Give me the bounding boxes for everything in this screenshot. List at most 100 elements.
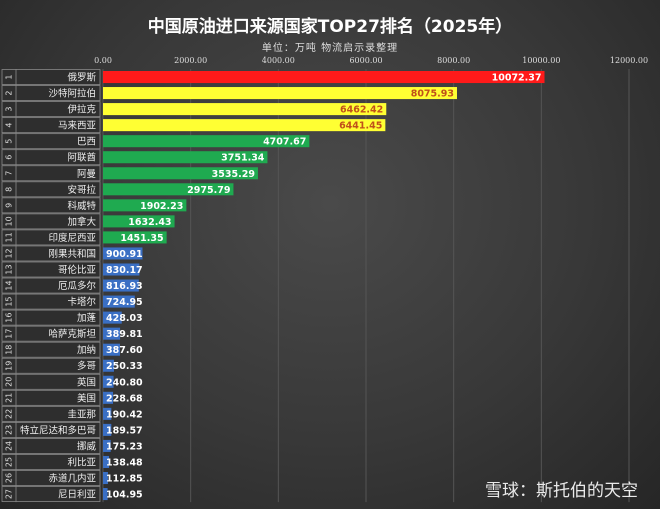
category-cell [1, 101, 101, 118]
rank-label: 23 [5, 425, 14, 435]
value-label: 6462.42 [340, 105, 383, 116]
rank-label: 19 [5, 361, 14, 371]
bar [103, 455, 110, 468]
value-label: 1451.35 [120, 233, 163, 244]
category-label: 俄罗斯 [67, 72, 96, 84]
category-cell [1, 213, 101, 230]
category-cell [1, 85, 101, 101]
category-label: 圭亚那 [67, 408, 96, 420]
category-label: 多哥 [77, 360, 96, 372]
value-label: 138.48 [106, 457, 143, 468]
category-cell [1, 341, 101, 358]
category-label: 挪威 [77, 440, 97, 452]
rank-label: 10 [5, 216, 14, 226]
bar [103, 295, 135, 308]
category-label: 阿曼 [77, 169, 97, 180]
value-label: 387.60 [106, 345, 143, 356]
category-cell [1, 357, 101, 374]
value-label: 389.81 [106, 329, 143, 340]
rank-label: 27 [5, 489, 14, 499]
value-label: 830.17 [106, 265, 143, 276]
category-label: 安哥拉 [67, 184, 96, 196]
value-label: 175.23 [106, 441, 143, 452]
value-label: 112.85 [106, 474, 143, 485]
value-label: 900.91 [106, 249, 143, 260]
bar [103, 167, 258, 180]
value-label: 724.95 [106, 297, 143, 308]
value-label: 190.42 [106, 409, 143, 420]
category-cell [1, 454, 101, 470]
category-cell [1, 181, 101, 198]
bar [103, 343, 120, 356]
category-cell [1, 421, 101, 438]
bar [103, 375, 114, 388]
value-label: 816.93 [106, 281, 143, 292]
category-label: 巴西 [77, 137, 96, 148]
x-tick-label: 10000.00 [522, 56, 560, 65]
bar [103, 391, 114, 404]
rank-label: 1 [5, 74, 14, 79]
value-label: 228.68 [106, 393, 143, 404]
value-label: 2975.79 [187, 185, 230, 196]
rank-label: 14 [5, 280, 14, 290]
bar [103, 231, 167, 244]
category-label: 厄瓜多尔 [58, 280, 97, 292]
rank-label: 13 [5, 264, 14, 274]
category-label: 加蓬 [77, 312, 97, 324]
bar [103, 472, 108, 485]
x-tick-label: 4000.00 [262, 56, 295, 65]
category-label: 加纳 [77, 344, 96, 356]
x-tick-label: 6000.00 [349, 56, 382, 65]
category-cell [1, 405, 101, 422]
bar [103, 263, 140, 276]
bar [103, 488, 108, 501]
value-label: 1902.23 [140, 201, 183, 212]
category-cell [1, 149, 101, 166]
category-label: 尼日利亚 [58, 489, 97, 501]
category-label: 美国 [77, 392, 96, 404]
category-cell [1, 133, 101, 150]
x-tick-label: 12000.00 [610, 56, 648, 65]
rank-label: 18 [5, 345, 14, 355]
category-cell [1, 117, 101, 134]
bar [103, 199, 187, 212]
rank-label: 22 [5, 409, 14, 419]
x-tick-label: 8000.00 [437, 56, 470, 65]
rank-label: 9 [5, 203, 14, 208]
bar [103, 247, 143, 260]
rank-label: 15 [5, 296, 14, 306]
bar [103, 407, 112, 420]
bar [103, 151, 268, 164]
value-label: 10072.37 [492, 73, 542, 84]
category-cell [1, 373, 101, 390]
category-cell [1, 197, 101, 214]
rank-label: 3 [5, 107, 14, 112]
rank-label: 8 [5, 187, 14, 192]
category-label: 卡塔尔 [67, 296, 96, 308]
category-cell [1, 309, 101, 326]
bar [103, 119, 386, 132]
value-label: 3535.29 [212, 169, 255, 180]
category-label: 马来西亚 [58, 121, 97, 132]
rank-label: 5 [5, 139, 14, 144]
bar [103, 215, 175, 228]
category-cell [1, 261, 101, 278]
value-label: 428.03 [106, 313, 143, 324]
category-label: 特立尼达和多巴哥 [20, 424, 96, 436]
rank-label: 25 [5, 457, 14, 467]
category-label: 科威特 [67, 200, 96, 212]
category-cell [1, 69, 101, 85]
bar [103, 71, 545, 84]
category-cell [1, 229, 101, 246]
category-cell [1, 325, 101, 342]
rank-label: 7 [5, 171, 14, 176]
category-cell [1, 389, 101, 406]
chart-title: 中国原油进口来源国家TOP27排名（2025年） [147, 17, 513, 37]
category-label: 沙特阿拉伯 [48, 88, 96, 100]
bar [103, 359, 114, 372]
category-cell [1, 438, 101, 454]
value-label: 3751.34 [221, 153, 265, 164]
value-label: 4707.67 [263, 137, 306, 148]
rank-label: 6 [5, 155, 14, 160]
